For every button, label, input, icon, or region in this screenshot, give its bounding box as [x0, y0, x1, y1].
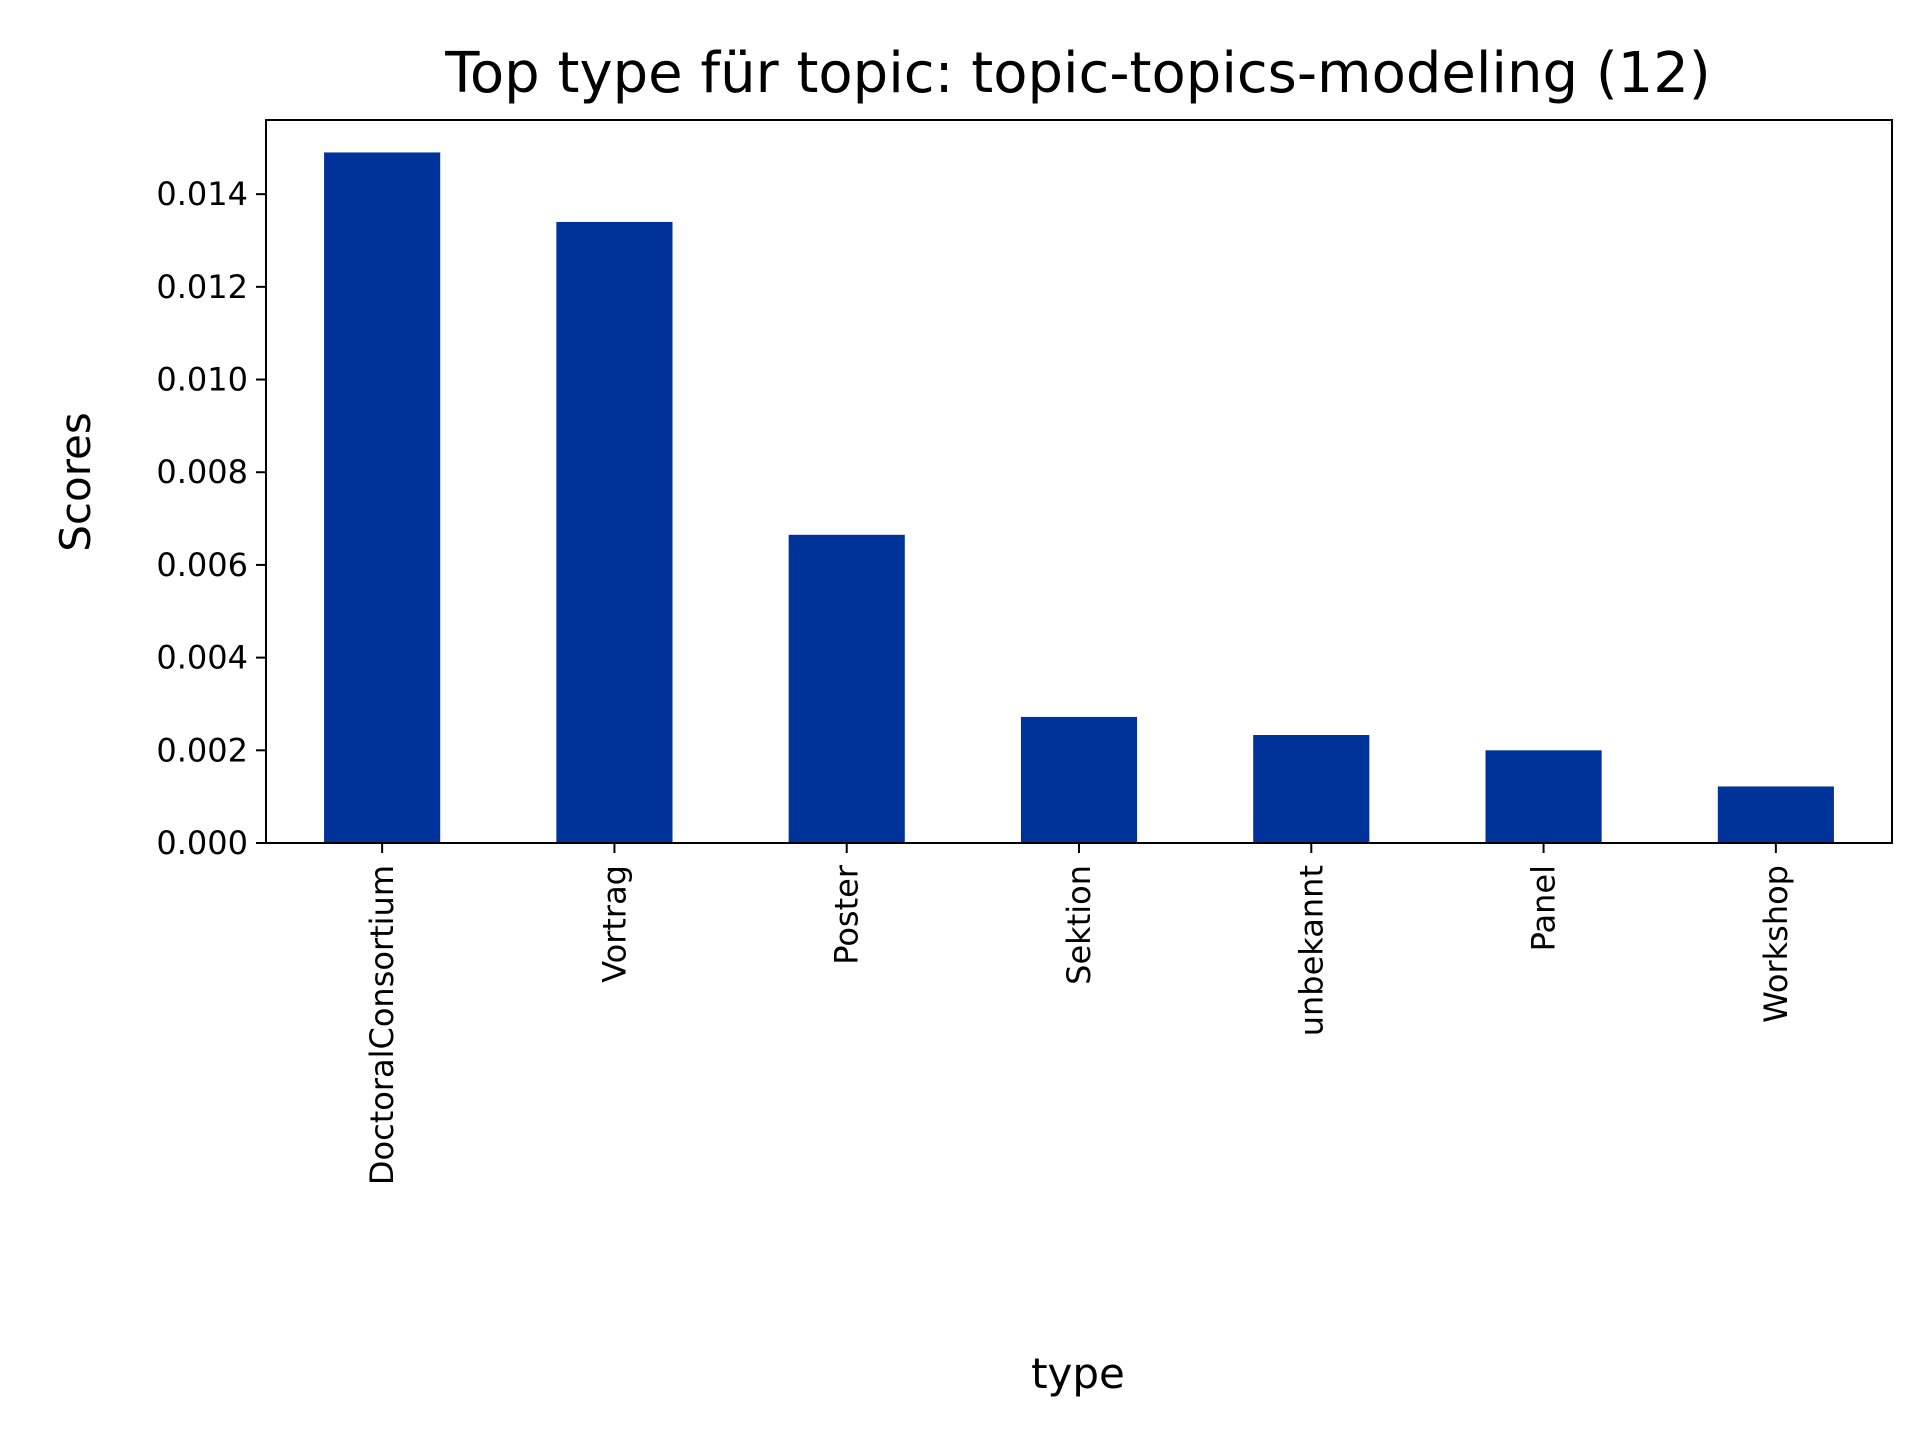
y-tick-label-4: 0.008 [156, 453, 248, 491]
x-tick-label-Sektion: Sektion [1060, 865, 1098, 985]
bar-Poster [788, 534, 905, 843]
y-tick-label-1: 0.002 [156, 731, 248, 769]
x-tick-label-Panel: Panel [1525, 865, 1563, 951]
bar-DoctoralConsortium [324, 152, 441, 843]
x-tick-label-Workshop: Workshop [1757, 865, 1795, 1023]
bar-unbekannt [1253, 735, 1370, 843]
y-tick-label-6: 0.012 [156, 268, 248, 306]
x-tick-label-unbekannt: unbekannt [1292, 865, 1330, 1036]
x-axis-label: type [1031, 1349, 1125, 1398]
y-tick-label-5: 0.010 [156, 361, 248, 399]
x-tick-label-DoctoralConsortium: DoctoralConsortium [363, 865, 401, 1185]
y-tick-label-3: 0.006 [156, 546, 248, 584]
y-tick-label-2: 0.004 [156, 639, 248, 677]
x-tick-label-Poster: Poster [828, 864, 866, 965]
chart-title: Top type für topic: topic-topics-modelin… [444, 41, 1711, 106]
bar-Workshop [1717, 786, 1834, 843]
y-tick-label-7: 0.014 [156, 175, 248, 213]
bars-group [324, 152, 1834, 843]
bar-Sektion [1020, 716, 1138, 843]
y-tick-label-0: 0.000 [156, 824, 248, 862]
bar-Panel [1485, 750, 1602, 843]
x-axis: DoctoralConsortium Vortrag Poster Sektion un… [363, 843, 1795, 1185]
y-axis-label: Scores [51, 412, 100, 552]
x-tick-label-Vortrag: Vortrag [595, 865, 633, 983]
y-axis: 0.000 0.002 0.004 0.006 0.008 0.010 0.012 0.014 [156, 175, 266, 862]
bar-Vortrag [556, 221, 673, 843]
